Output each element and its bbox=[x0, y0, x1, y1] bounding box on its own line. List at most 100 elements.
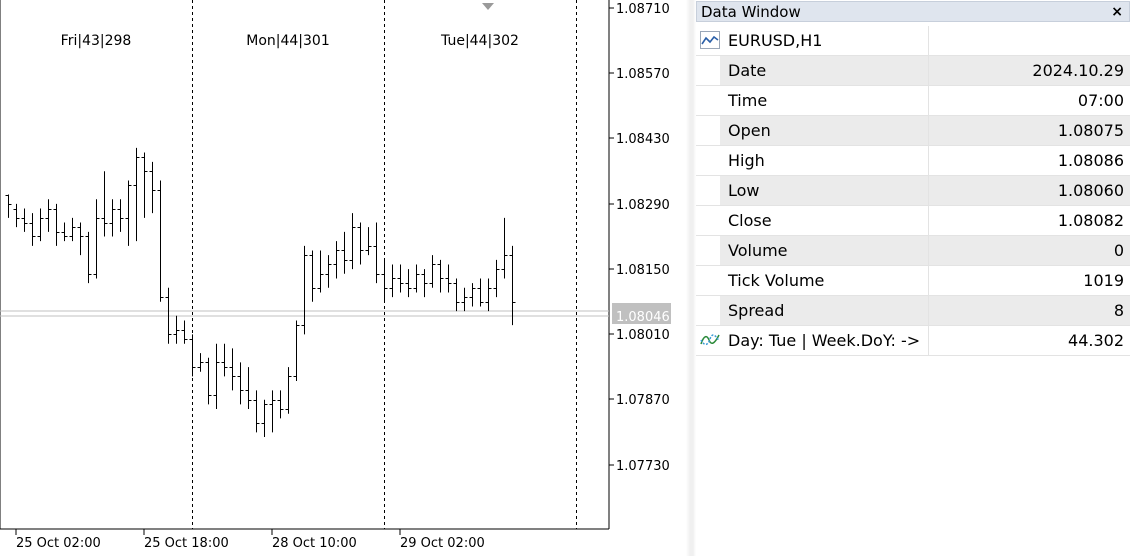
price-tick-label: 1.08430 bbox=[616, 132, 670, 147]
row-label: Low bbox=[728, 176, 760, 205]
ohlc-bar bbox=[214, 344, 220, 409]
row-label: Volume bbox=[728, 236, 788, 265]
indicator-label: Day: Tue | Week.DoY: -> bbox=[728, 326, 920, 355]
time-tick-label: 28 Oct 10:00 bbox=[272, 536, 357, 551]
session-label-mon: Mon|44|301 bbox=[246, 33, 330, 49]
ohlc-bar bbox=[150, 162, 156, 213]
close-icon[interactable]: × bbox=[1111, 3, 1123, 21]
row-value: 2024.10.29 bbox=[929, 56, 1124, 85]
ohlc-bar bbox=[102, 171, 108, 236]
ohlc-bar bbox=[14, 204, 20, 227]
row-label: High bbox=[728, 146, 765, 175]
row-value: 0 bbox=[929, 236, 1124, 265]
data-window-table: EURUSD,H1 Date 2024.10.29 Time 07:00 Open 1.0… bbox=[696, 26, 1130, 356]
row-value: 1.08082 bbox=[929, 206, 1124, 235]
price-tick-label: 1.07870 bbox=[616, 393, 670, 408]
ohlc-bar bbox=[478, 278, 484, 306]
ohlc-bar bbox=[270, 390, 276, 432]
ohlc-bar bbox=[438, 260, 444, 293]
ohlc-bar bbox=[22, 209, 28, 232]
custom-indicator-icon bbox=[700, 331, 720, 349]
data-row-tick-volume[interactable]: Tick Volume 1019 bbox=[696, 266, 1130, 296]
indicator-value: 44.302 bbox=[929, 326, 1124, 355]
price-tick-label: 1.08290 bbox=[616, 198, 670, 213]
data-row-time[interactable]: Time 07:00 bbox=[696, 86, 1130, 116]
ohlc-bar bbox=[198, 353, 204, 372]
ohlc-bar bbox=[494, 260, 500, 297]
row-value: 8 bbox=[929, 296, 1124, 325]
ohlc-bar bbox=[222, 344, 228, 377]
panel-splitter[interactable] bbox=[686, 0, 696, 556]
data-window-symbol-row[interactable]: EURUSD,H1 bbox=[696, 26, 1130, 56]
ohlc-bar bbox=[334, 241, 340, 278]
current-price-label: 1.08046 bbox=[616, 310, 670, 325]
ohlc-bar bbox=[422, 269, 428, 297]
ohlc-bar bbox=[366, 227, 372, 255]
data-window-panel: Data Window × EURUSD,H1 Date 2024.10.29 Ti… bbox=[696, 0, 1132, 556]
ohlc-bar bbox=[238, 362, 244, 404]
time-tick-label: 25 Oct 18:00 bbox=[144, 536, 229, 551]
ohlc-bar bbox=[246, 367, 252, 409]
time-tick-label: 29 Oct 02:00 bbox=[400, 536, 485, 551]
price-tick-label: 1.08710 bbox=[616, 2, 670, 17]
ohlc-bar bbox=[206, 358, 212, 405]
chart-shift-marker-icon[interactable] bbox=[482, 3, 494, 10]
ohlc-bar bbox=[358, 223, 364, 265]
time-tick-label: 25 Oct 02:00 bbox=[16, 536, 101, 551]
ohlc-bar bbox=[294, 320, 300, 381]
ohlc-bar bbox=[470, 283, 476, 306]
data-row-low[interactable]: Low 1.08060 bbox=[696, 176, 1130, 206]
price-tick-label: 1.08150 bbox=[616, 263, 670, 278]
data-row-volume[interactable]: Volume 0 bbox=[696, 236, 1130, 266]
ohlc-bar bbox=[302, 246, 308, 335]
row-value: 1019 bbox=[929, 266, 1124, 295]
ohlc-bar bbox=[382, 260, 388, 302]
ohlc-bar bbox=[262, 400, 268, 437]
price-tick-label: 1.08570 bbox=[616, 67, 670, 82]
ohlc-bar bbox=[134, 148, 140, 241]
row-value: 1.08075 bbox=[929, 116, 1124, 145]
data-window-titlebar: Data Window × bbox=[696, 1, 1130, 22]
ohlc-bar bbox=[502, 218, 508, 279]
ohlc-bar bbox=[286, 367, 292, 414]
data-row-spread[interactable]: Spread 8 bbox=[696, 296, 1130, 326]
data-row-open[interactable]: Open 1.08075 bbox=[696, 116, 1130, 146]
ohlc-bar bbox=[62, 223, 68, 242]
data-window-title: Data Window bbox=[701, 3, 801, 21]
ohlc-bar bbox=[398, 264, 404, 292]
ohlc-bar bbox=[30, 213, 36, 246]
ohlc-bar bbox=[486, 278, 492, 311]
symbol-label: EURUSD,H1 bbox=[728, 26, 822, 55]
ohlc-bar bbox=[86, 232, 92, 283]
row-label: Open bbox=[728, 116, 771, 145]
ohlc-bar bbox=[350, 213, 356, 269]
ohlc-bar bbox=[310, 250, 316, 301]
row-label: Tick Volume bbox=[728, 266, 824, 295]
indicator-row[interactable]: Day: Tue | Week.DoY: -> 44.302 bbox=[696, 326, 1130, 356]
data-row-date[interactable]: Date 2024.10.29 bbox=[696, 56, 1130, 86]
ohlc-bar bbox=[6, 195, 12, 218]
ohlc-bar bbox=[118, 199, 124, 232]
data-row-high[interactable]: High 1.08086 bbox=[696, 146, 1130, 176]
row-label: Time bbox=[728, 86, 767, 115]
chart-canvas[interactable]: Fri|43|298 Mon|44|301 Tue|44|302 1.08710… bbox=[0, 0, 686, 556]
ohlc-bar bbox=[110, 199, 116, 236]
price-tick-label: 1.07730 bbox=[616, 459, 670, 474]
ohlc-bar bbox=[70, 218, 76, 241]
price-tick-label: 1.08010 bbox=[616, 328, 670, 343]
ohlc-bars bbox=[6, 148, 516, 437]
ohlc-bar bbox=[126, 181, 132, 246]
ohlc-bar bbox=[406, 269, 412, 297]
ohlc-bar bbox=[326, 255, 332, 288]
ohlc-bar bbox=[230, 348, 236, 390]
row-value: 1.08086 bbox=[929, 146, 1124, 175]
price-chart[interactable]: Fri|43|298 Mon|44|301 Tue|44|302 1.08710… bbox=[0, 0, 686, 556]
ohlc-bar bbox=[510, 246, 516, 325]
row-value: 1.08060 bbox=[929, 176, 1124, 205]
data-row-close[interactable]: Close 1.08082 bbox=[696, 206, 1130, 236]
session-label-tue: Tue|44|302 bbox=[440, 33, 519, 49]
session-label-fri: Fri|43|298 bbox=[61, 33, 132, 49]
row-value: 07:00 bbox=[929, 86, 1124, 115]
ohlc-bar bbox=[46, 199, 52, 232]
ohlc-bar bbox=[174, 316, 180, 344]
